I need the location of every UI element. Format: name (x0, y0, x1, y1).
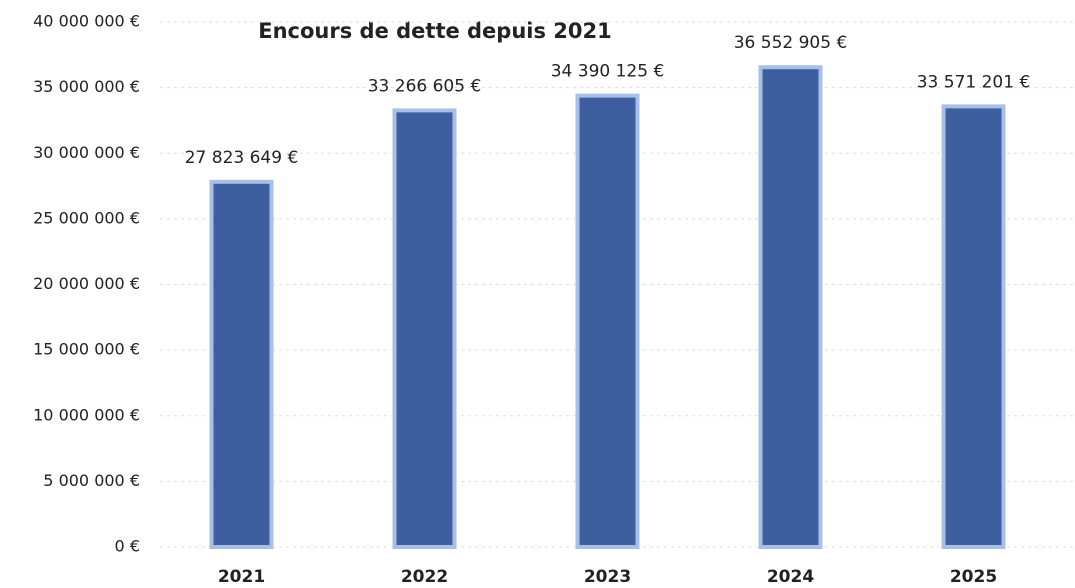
x-tick-label: 2025 (950, 567, 997, 587)
y-tick-label: 35 000 000 € (33, 77, 140, 96)
y-tick-label: 0 € (115, 537, 140, 556)
x-tick-label: 2024 (767, 567, 814, 587)
data-label: 33 571 201 € (917, 72, 1031, 92)
y-tick-label: 10 000 000 € (33, 405, 140, 424)
y-tick-label: 25 000 000 € (33, 208, 140, 227)
bar (758, 65, 823, 549)
x-tick-label: 2021 (218, 567, 265, 587)
bar (209, 179, 274, 549)
y-tick-label: 5 000 000 € (43, 471, 140, 490)
x-tick-label: 2023 (584, 567, 631, 587)
bar (392, 108, 457, 549)
y-tick-label: 40 000 000 € (33, 12, 140, 31)
y-tick-label: 20 000 000 € (33, 274, 140, 293)
data-label: 34 390 125 € (551, 62, 665, 82)
bar (575, 93, 640, 549)
x-tick-label: 2022 (401, 567, 448, 587)
bar (941, 104, 1006, 549)
data-label: 36 552 905 € (734, 33, 848, 53)
data-label: 27 823 649 € (185, 148, 299, 168)
y-tick-label: 15 000 000 € (33, 340, 140, 359)
data-label: 33 266 605 € (368, 76, 482, 96)
y-tick-label: 30 000 000 € (33, 143, 140, 162)
chart-title: Encours de dette depuis 2021 (258, 19, 612, 43)
